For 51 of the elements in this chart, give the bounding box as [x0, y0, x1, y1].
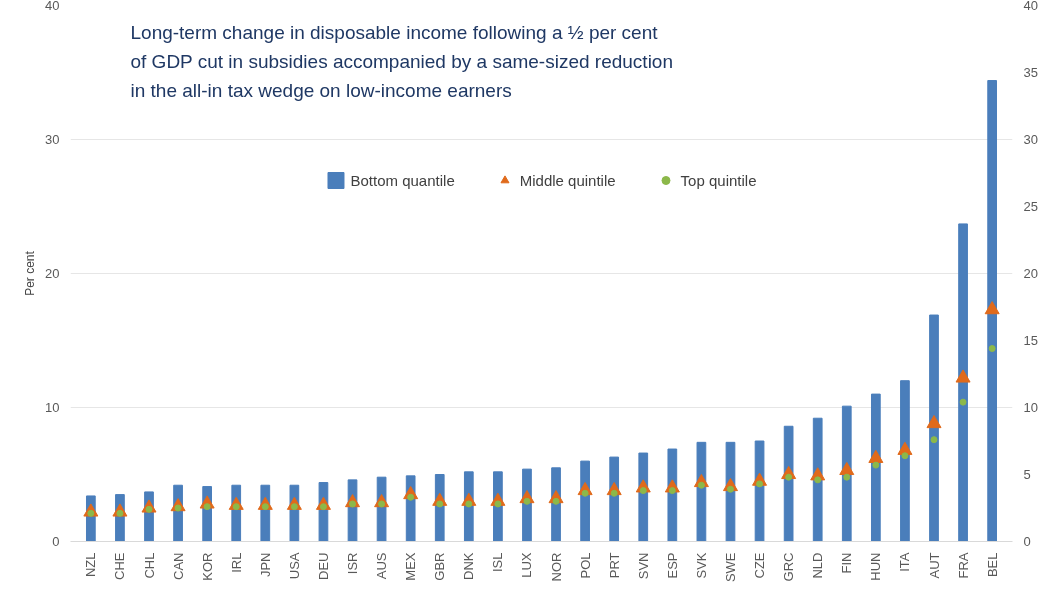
x-tick-label: KOR — [199, 552, 215, 581]
x-tick-label: ITA — [897, 552, 913, 572]
x-tick-label: SVK — [693, 552, 709, 579]
x-tick-label: CHL — [141, 552, 157, 579]
x-tick-label: HUN — [868, 552, 884, 581]
legend-label: Middle quintile — [519, 171, 616, 189]
x-tick-label: ISL — [490, 552, 506, 573]
legend-label: Bottom quantile — [350, 171, 455, 189]
y2-tick-label: 5 — [1023, 467, 1031, 482]
x-tick-label: NZL — [83, 552, 99, 578]
x-tick-label: DEU — [315, 552, 331, 580]
y2-tick-label: 35 — [1023, 65, 1038, 80]
y2-tick-label: 30 — [1023, 132, 1038, 147]
y-tick-label: 40 — [45, 0, 60, 13]
x-tick-label: AUS — [374, 552, 390, 580]
x-tick-label: DNK — [461, 552, 477, 580]
x-tick-label: CHE — [112, 552, 128, 580]
y-tick-label: 10 — [45, 400, 60, 415]
x-tick-label: SWE — [722, 552, 738, 583]
x-tick-label: CZE — [752, 552, 768, 579]
x-tick-label: POL — [577, 552, 593, 579]
y-axis-title: Per cent — [23, 250, 38, 296]
y-tick-label: 30 — [45, 132, 60, 147]
y2-tick-label: 25 — [1023, 199, 1038, 214]
legend-label: Top quintile — [680, 171, 757, 189]
x-tick-label: NLD — [810, 552, 826, 579]
x-tick-label: SVN — [635, 552, 651, 580]
x-tick-label: FRA — [955, 552, 971, 579]
x-tick-label: GRC — [781, 552, 797, 582]
y2-tick-label: 20 — [1023, 266, 1038, 281]
x-tick-label: ISR — [345, 552, 361, 575]
y2-tick-label: 0 — [1023, 534, 1031, 549]
x-tick-label: ESP — [664, 552, 680, 579]
x-tick-label: FIN — [839, 552, 855, 574]
y-tick-label: 20 — [45, 266, 60, 281]
x-tick-label: JPN — [257, 552, 273, 578]
x-tick-label: USA — [286, 552, 302, 580]
y2-tick-label: 15 — [1023, 333, 1038, 348]
x-tick-label: IRL — [228, 552, 244, 573]
x-tick-label: CAN — [170, 552, 186, 580]
x-tick-label: GBR — [432, 552, 448, 581]
x-tick-label: MEX — [403, 552, 419, 581]
y-tick-label: 0 — [52, 534, 60, 549]
y2-tick-label: 40 — [1023, 0, 1038, 13]
x-tick-label: LUX — [519, 552, 535, 578]
x-tick-label: BEL — [984, 552, 1000, 578]
y2-tick-label: 10 — [1023, 400, 1038, 415]
text: Long-term change in disposable income following a ½ per cent of GDP cut in subsidies accompanied by a same-sized reduction in the all-in tax wedge on low-income earners — [130, 21, 673, 102]
x-tick-label: NOR — [548, 552, 564, 582]
x-tick-label: AUT — [926, 552, 942, 579]
x-tick-label: PRT — [606, 552, 622, 579]
